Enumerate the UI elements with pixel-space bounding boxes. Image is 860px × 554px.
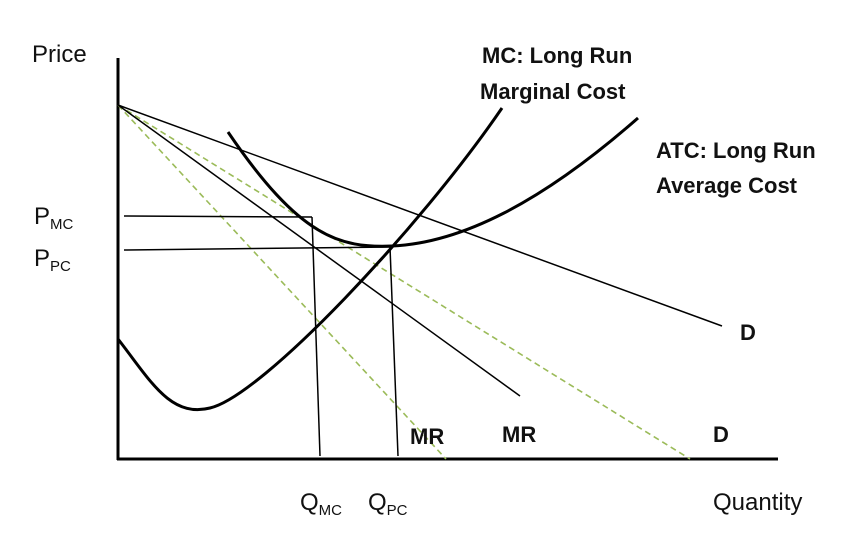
q-mc-line xyxy=(311,216,321,457)
q-pc-label: QPC xyxy=(368,489,408,519)
p-mc-main: P xyxy=(34,203,50,230)
q-mc-sub: MC xyxy=(319,502,342,519)
atc-curve xyxy=(226,116,639,248)
demand-label: D xyxy=(740,320,756,345)
dashed-demand-line xyxy=(117,104,691,460)
p-mc-line xyxy=(123,215,313,218)
p-mc-label: PMC xyxy=(34,203,74,233)
p-pc-line xyxy=(123,246,391,251)
mc-label-line1: MC: Long Run xyxy=(482,43,632,68)
q-mc-main: Q xyxy=(300,489,319,516)
dashed-mr-label: MR xyxy=(410,424,444,449)
p-mc-sub: MC xyxy=(50,216,73,233)
p-pc-main: P xyxy=(34,245,50,272)
mc-label-line2: Marginal Cost xyxy=(480,79,626,104)
mr-label: MR xyxy=(502,422,536,447)
q-pc-line xyxy=(389,246,399,457)
q-pc-sub: PC xyxy=(387,502,408,519)
p-pc-label: PPC xyxy=(34,245,71,275)
atc-label-line2: Average Cost xyxy=(656,173,798,198)
x-axis-label: Quantity xyxy=(713,489,802,516)
dashed-demand-label: D xyxy=(713,422,729,447)
mc-curve xyxy=(116,107,504,412)
q-pc-main: Q xyxy=(368,489,387,516)
atc-label-line1: ATC: Long Run xyxy=(656,138,816,163)
p-pc-sub: PC xyxy=(50,258,71,275)
q-mc-label: QMC xyxy=(300,489,342,519)
dashed-mr-line xyxy=(117,104,447,460)
y-axis-label: Price xyxy=(32,41,87,68)
mr-line xyxy=(117,104,521,397)
